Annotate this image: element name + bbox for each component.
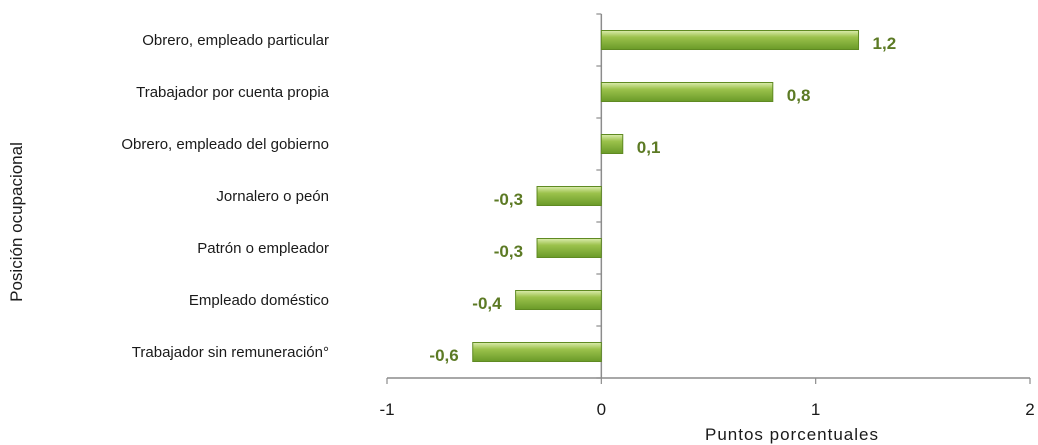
data-label: -0,4 [472, 294, 502, 313]
category-label: Empleado doméstico [189, 292, 329, 309]
data-label: -0,3 [494, 190, 523, 209]
bar [536, 238, 602, 258]
data-label: 0,8 [787, 86, 811, 105]
data-labels: 1,2 0,8 0,1 -0,3 -0,3 -0,4 -0,6 [429, 34, 896, 365]
category-label: Jornalero o peón [216, 188, 329, 205]
axes [386, 13, 1031, 384]
bar [472, 342, 602, 362]
bar [536, 186, 602, 206]
category-label: Obrero, empleado del gobierno [121, 136, 329, 153]
bar [600, 30, 860, 50]
x-tick-label: 2 [1025, 400, 1034, 419]
category-label: Trabajador por cuenta propia [136, 84, 330, 101]
data-label: -0,6 [429, 346, 458, 365]
x-tick-label: 1 [811, 400, 820, 419]
bar [600, 134, 624, 154]
bar [600, 82, 774, 102]
category-labels: Obrero, empleado particular Trabajador po… [121, 32, 329, 361]
data-label: -0,3 [494, 242, 523, 261]
x-tick-labels: -1 0 1 2 [379, 400, 1034, 419]
bar [515, 290, 602, 310]
x-tick-label: -1 [379, 400, 394, 419]
category-label: Obrero, empleado particular [142, 32, 329, 49]
category-label: Patrón o empleador [197, 240, 329, 257]
x-axis-title: Puntos porcentuales [705, 425, 879, 444]
data-label: 1,2 [873, 34, 897, 53]
x-tick-label: 0 [597, 400, 606, 419]
y-axis-title: Posición ocupacional [7, 142, 26, 302]
bars [472, 30, 860, 362]
category-label: Trabajador sin remuneración° [132, 344, 329, 361]
data-label: 0,1 [637, 138, 661, 157]
